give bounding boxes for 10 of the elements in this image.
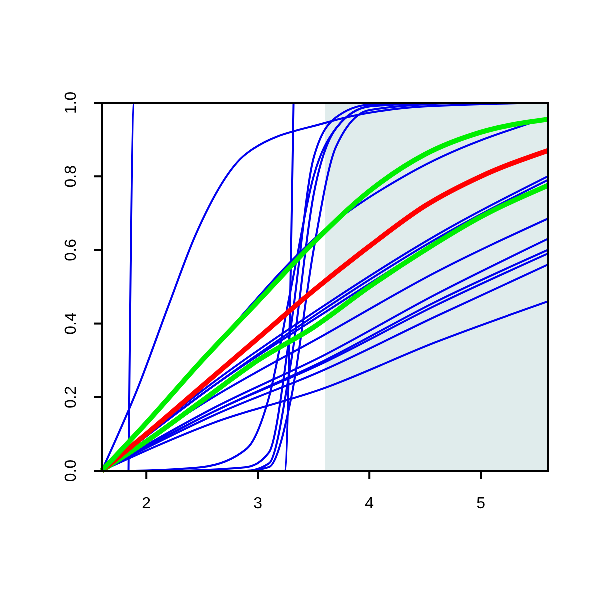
x-tick-label: 2 bbox=[142, 495, 152, 512]
y-tick-label: 0.2 bbox=[63, 386, 80, 409]
x-tick-label: 4 bbox=[365, 495, 374, 512]
y-tick-label: 0.6 bbox=[63, 238, 80, 262]
x-tick-label: 5 bbox=[476, 495, 486, 512]
x-tick-label: 3 bbox=[254, 495, 263, 512]
y-tick-label: 0.4 bbox=[63, 312, 80, 335]
y-tick-label: 0.0 bbox=[63, 460, 80, 482]
y-tick-label: 0.8 bbox=[63, 165, 80, 188]
y-tick-label: 1.0 bbox=[63, 92, 80, 114]
